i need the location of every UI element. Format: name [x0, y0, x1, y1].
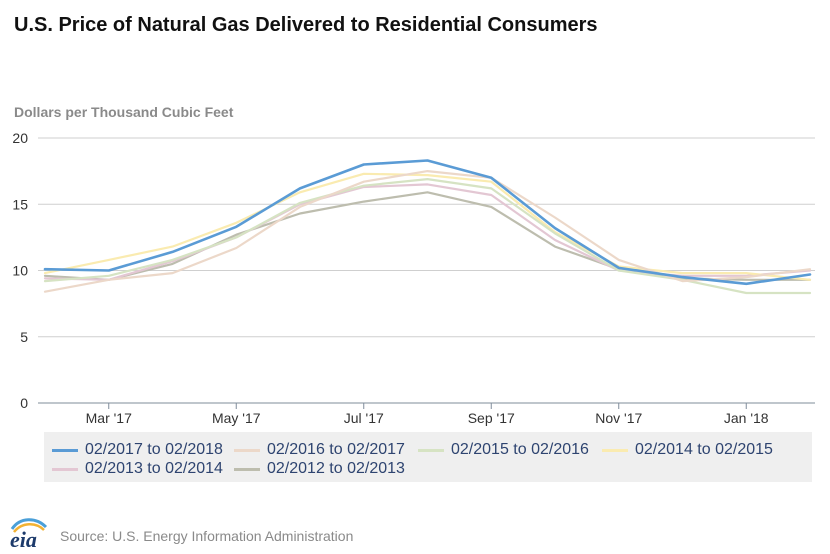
x-tick-label: Mar '17 — [86, 410, 132, 426]
y-axis-unit-label: Dollars per Thousand Cubic Feet — [14, 104, 234, 120]
legend-item-6[interactable]: 02/2012 to 02/2013 — [234, 460, 405, 478]
x-tick-label: Sep '17 — [468, 410, 515, 426]
chart-title: U.S. Price of Natural Gas Delivered to R… — [14, 14, 598, 36]
eia-logo-text: eia — [10, 527, 37, 551]
legend-label: 02/2012 to 02/2013 — [267, 460, 405, 477]
legend-label: 02/2015 to 02/2016 — [451, 441, 589, 458]
x-tick-label: Jan '18 — [724, 410, 769, 426]
legend-label: 02/2016 to 02/2017 — [267, 441, 405, 458]
legend-item-5[interactable]: 02/2013 to 02/2014 — [52, 460, 223, 478]
legend-swatch — [418, 448, 444, 452]
x-tick-label: Nov '17 — [595, 410, 642, 426]
legend-swatch — [602, 448, 628, 452]
series-line-2 — [43, 170, 812, 293]
line-chart: 0 5 10 15 20 Mar '17 May '17 Jul '17 Sep '17 Nov … — [12, 130, 815, 426]
series-line-6 — [43, 191, 812, 281]
series-line-5 — [43, 183, 812, 281]
series-line-4 — [43, 172, 812, 281]
legend-swatch — [52, 467, 78, 471]
legend-item-1[interactable]: 02/2017 to 02/2018 — [52, 441, 223, 459]
x-tick-label: Jul '17 — [344, 410, 384, 426]
y-tick-label: 10 — [12, 263, 28, 279]
source-note: Source: U.S. Energy Information Administ… — [60, 528, 354, 544]
y-tick-label: 20 — [12, 130, 28, 146]
legend-swatch — [52, 448, 78, 452]
y-tick-label: 0 — [20, 395, 28, 411]
legend-label: 02/2014 to 02/2015 — [635, 441, 773, 458]
series-line-3 — [43, 178, 812, 295]
legend-swatch — [234, 467, 260, 471]
x-tick-label: May '17 — [212, 410, 261, 426]
legend-item-4[interactable]: 02/2014 to 02/2015 — [602, 441, 773, 459]
legend-label: 02/2013 to 02/2014 — [85, 460, 223, 477]
legend-label: 02/2017 to 02/2018 — [85, 441, 223, 458]
y-tick-label: 5 — [20, 329, 28, 345]
legend-item-2[interactable]: 02/2016 to 02/2017 — [234, 441, 405, 459]
eia-logo: eia — [10, 518, 48, 551]
legend-item-3[interactable]: 02/2015 to 02/2016 — [418, 441, 589, 459]
y-tick-label: 15 — [12, 196, 28, 212]
legend-swatch — [234, 448, 260, 452]
chart-legend: 02/2017 to 02/2018 02/2016 to 02/2017 02/2… — [44, 432, 812, 482]
series-line-1 — [43, 159, 812, 286]
